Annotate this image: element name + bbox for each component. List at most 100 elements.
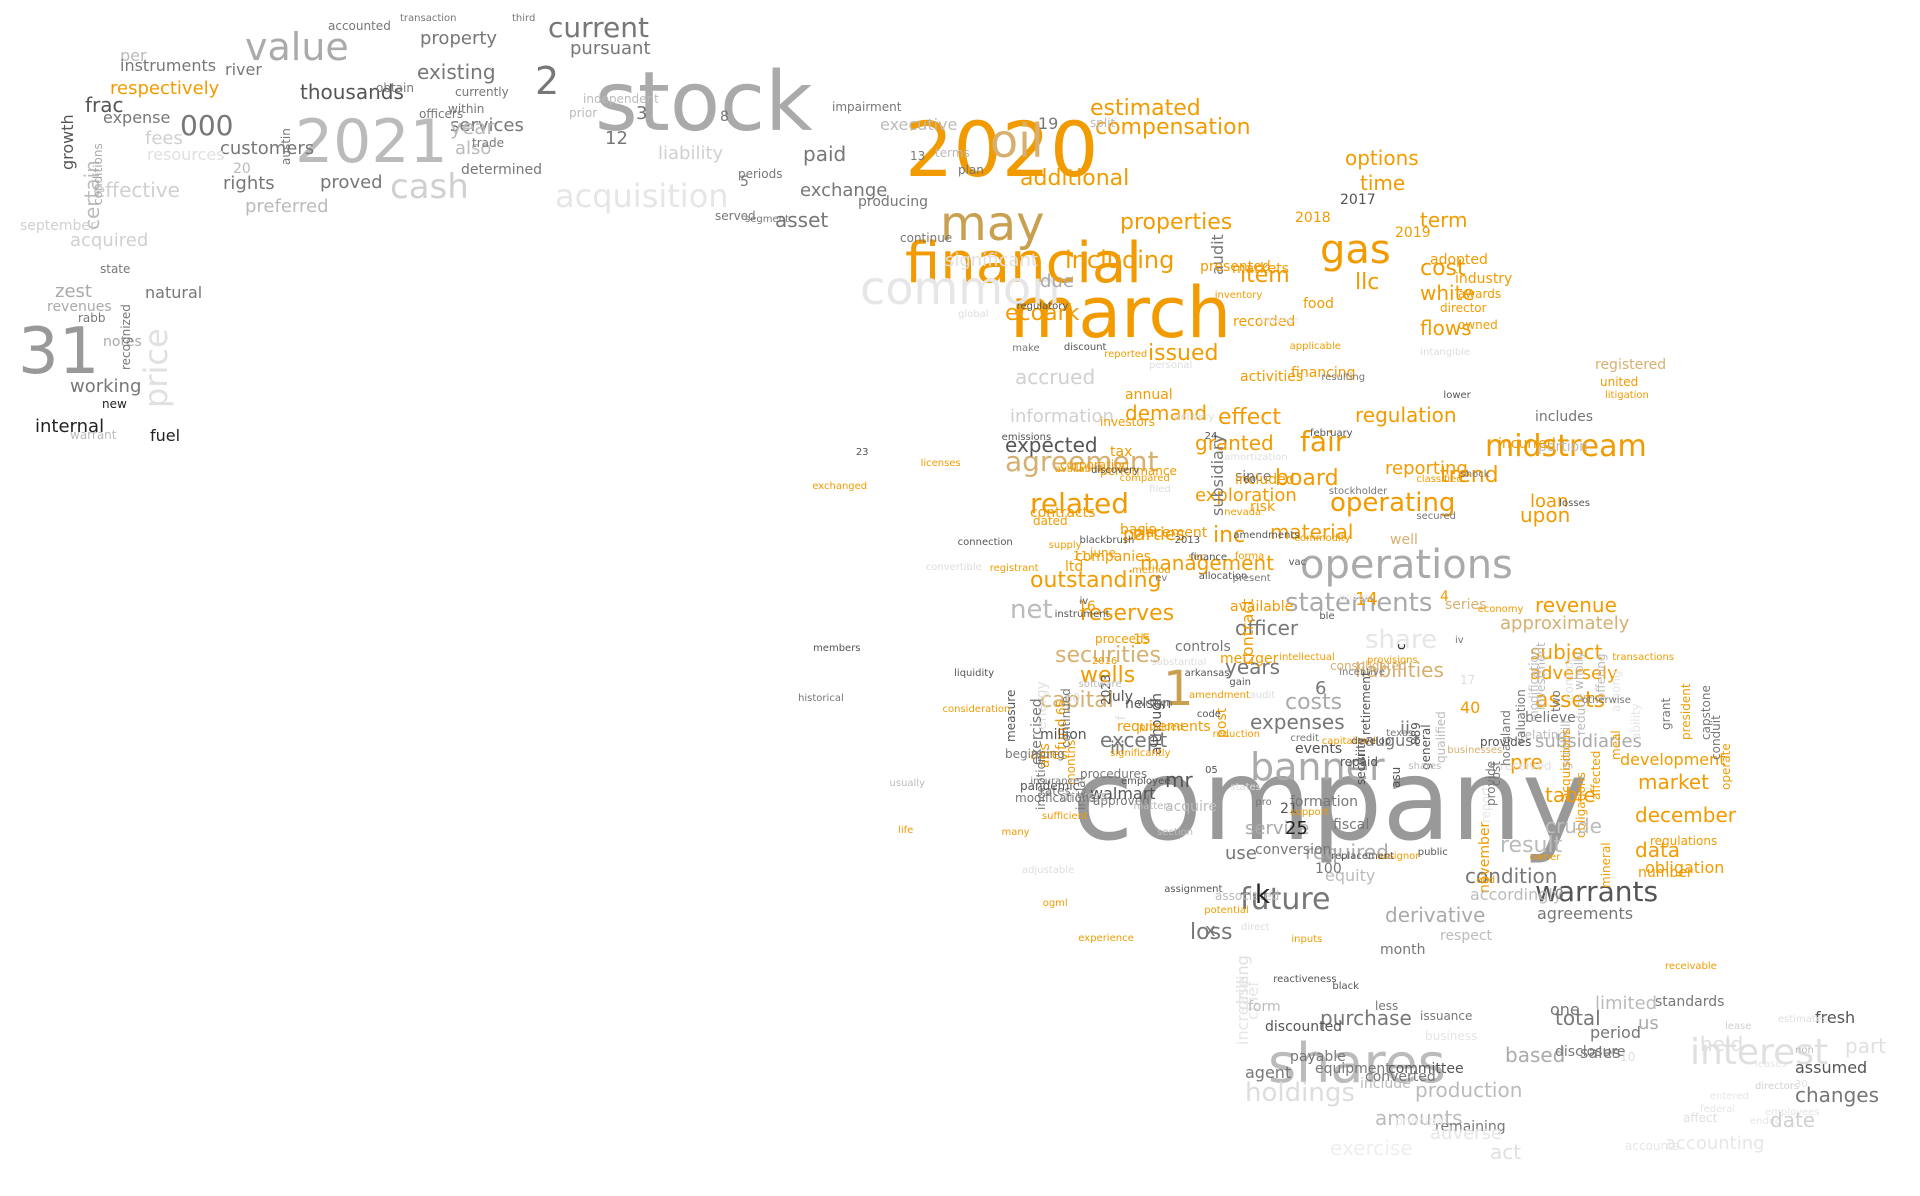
word-cloud-word: owner bbox=[1529, 852, 1561, 864]
word-cloud-word: loan bbox=[1530, 491, 1569, 512]
word-cloud-word: us bbox=[1638, 1013, 1659, 1034]
word-cloud-word: 2019 bbox=[1395, 225, 1431, 241]
word-cloud-word: warrant bbox=[70, 428, 117, 442]
word-cloud-word: wholly bbox=[1572, 651, 1586, 690]
word-cloud-word: black bbox=[1332, 981, 1359, 993]
word-cloud-word: including bbox=[1065, 246, 1175, 274]
word-cloud-word: historical bbox=[798, 692, 844, 704]
word-cloud-word: contract bbox=[1238, 598, 1257, 665]
word-cloud-word: sec bbox=[1188, 551, 1206, 563]
word-cloud-word: includes bbox=[1535, 409, 1594, 425]
word-cloud-word: demand bbox=[1125, 401, 1208, 425]
word-cloud-word: discounted bbox=[1265, 1019, 1343, 1035]
word-cloud-word: standards bbox=[1655, 994, 1725, 1010]
word-cloud-word: classified bbox=[1416, 474, 1463, 486]
word-cloud-word: leases bbox=[1755, 1059, 1787, 1070]
word-cloud-word: december bbox=[1635, 803, 1737, 827]
word-cloud-word: basis bbox=[1120, 522, 1156, 538]
word-cloud-word: issuance bbox=[1420, 1009, 1473, 1023]
word-cloud-word: resources bbox=[147, 145, 225, 164]
word-cloud-word: outstanding bbox=[1030, 568, 1162, 593]
word-cloud-word: united bbox=[1600, 375, 1639, 389]
word-cloud-word: members bbox=[813, 643, 861, 655]
word-cloud-word: ogml bbox=[1042, 897, 1068, 909]
word-cloud-word: plan bbox=[958, 163, 984, 177]
word-cloud-word: connection bbox=[957, 537, 1013, 549]
word-cloud-word: 16 bbox=[1078, 599, 1096, 615]
word-cloud-word: september bbox=[20, 218, 96, 234]
word-cloud-word: 2016 bbox=[1091, 656, 1118, 668]
word-cloud-word: shares bbox=[1268, 1032, 1446, 1095]
word-cloud-word: portion bbox=[1538, 439, 1589, 455]
word-cloud-word: nevada bbox=[1224, 507, 1262, 519]
word-cloud-word: expected bbox=[1005, 433, 1098, 457]
word-cloud-word: continue bbox=[900, 231, 953, 245]
word-cloud-word: matters bbox=[1133, 800, 1173, 812]
word-cloud-word: finance bbox=[1190, 552, 1228, 564]
word-cloud-word: pro bbox=[1255, 797, 1272, 809]
word-cloud-word: act bbox=[1490, 1140, 1522, 1164]
word-cloud-word: f bbox=[1114, 715, 1128, 720]
word-cloud-word: economy bbox=[1477, 603, 1524, 615]
word-cloud-word: asset bbox=[775, 208, 829, 232]
word-cloud-word: iii bbox=[1110, 738, 1126, 759]
word-cloud-word: inputs bbox=[1291, 934, 1323, 946]
word-cloud-word: meal bbox=[1609, 730, 1623, 760]
word-cloud-word: common bbox=[860, 261, 1061, 315]
word-cloud-word: walmart bbox=[1090, 784, 1156, 803]
word-cloud-word: commodity bbox=[1294, 533, 1351, 545]
word-cloud-word: obtain bbox=[376, 81, 414, 95]
word-cloud-word: wells bbox=[1080, 663, 1136, 688]
word-cloud-word: mineral bbox=[1599, 842, 1613, 888]
word-cloud-word: pandemic bbox=[1020, 779, 1080, 793]
word-cloud-word: operating bbox=[1330, 488, 1456, 518]
word-cloud-word: food bbox=[1303, 296, 1334, 312]
word-cloud-word: amendments bbox=[1233, 530, 1300, 542]
word-cloud-word: service bbox=[1245, 818, 1310, 839]
word-cloud-word: 6 bbox=[1315, 678, 1327, 699]
word-cloud-word: exercise bbox=[1330, 1136, 1413, 1160]
word-cloud-word: performance bbox=[1100, 464, 1177, 478]
word-cloud-word: markets bbox=[1232, 261, 1289, 277]
word-cloud-word: pursuant bbox=[570, 38, 651, 59]
word-cloud-word: principal bbox=[1395, 1114, 1447, 1128]
word-cloud-word: texas bbox=[1386, 728, 1414, 740]
word-cloud-word: producing bbox=[858, 194, 929, 210]
word-cloud-word: table bbox=[1545, 783, 1596, 807]
word-cloud-word: sales bbox=[1580, 1043, 1621, 1062]
word-cloud-word: period bbox=[1590, 1023, 1641, 1042]
word-cloud-word: recognized bbox=[119, 304, 133, 370]
word-cloud-word: split bbox=[1090, 116, 1116, 130]
word-cloud-word: iv bbox=[1454, 635, 1464, 647]
word-cloud-word: parties bbox=[1123, 524, 1186, 545]
word-cloud-word: prices bbox=[1339, 592, 1370, 604]
word-cloud-word: affect bbox=[1683, 1111, 1718, 1125]
word-cloud-word: may bbox=[940, 196, 1045, 252]
word-cloud-word: accounts bbox=[1625, 1139, 1680, 1153]
word-cloud-word: new bbox=[102, 397, 127, 411]
word-cloud-word: replacement bbox=[1331, 851, 1395, 863]
word-cloud-word: determined bbox=[461, 162, 543, 178]
word-cloud-word: issued bbox=[1148, 341, 1219, 366]
word-cloud-word: data bbox=[1635, 838, 1681, 862]
word-cloud-word: cash bbox=[390, 167, 469, 207]
word-cloud-word: method bbox=[1132, 565, 1171, 577]
word-cloud-word: insurance bbox=[1030, 775, 1080, 787]
word-cloud-word: approved bbox=[1093, 794, 1150, 808]
word-cloud-word: fuel bbox=[150, 426, 181, 445]
word-cloud-word: third bbox=[512, 13, 536, 24]
word-cloud-word: information bbox=[1010, 406, 1114, 427]
word-cloud-word: accounting bbox=[1665, 1133, 1765, 1154]
word-cloud-word: provided bbox=[1139, 722, 1183, 734]
word-cloud-word: growth bbox=[58, 114, 77, 170]
word-cloud-word: item bbox=[1240, 263, 1290, 288]
word-cloud-word: existing bbox=[417, 60, 496, 84]
word-cloud-word: personal bbox=[1149, 359, 1193, 371]
word-cloud-word: committee bbox=[1388, 1061, 1464, 1077]
word-cloud-word: hoagland bbox=[1499, 710, 1513, 766]
word-cloud-word: month bbox=[1380, 942, 1426, 958]
word-cloud-word: form bbox=[1248, 999, 1281, 1015]
word-cloud-word: regulations bbox=[1650, 834, 1718, 848]
word-cloud-word: adjustable bbox=[1022, 865, 1075, 877]
word-cloud-word: paid bbox=[803, 142, 847, 166]
